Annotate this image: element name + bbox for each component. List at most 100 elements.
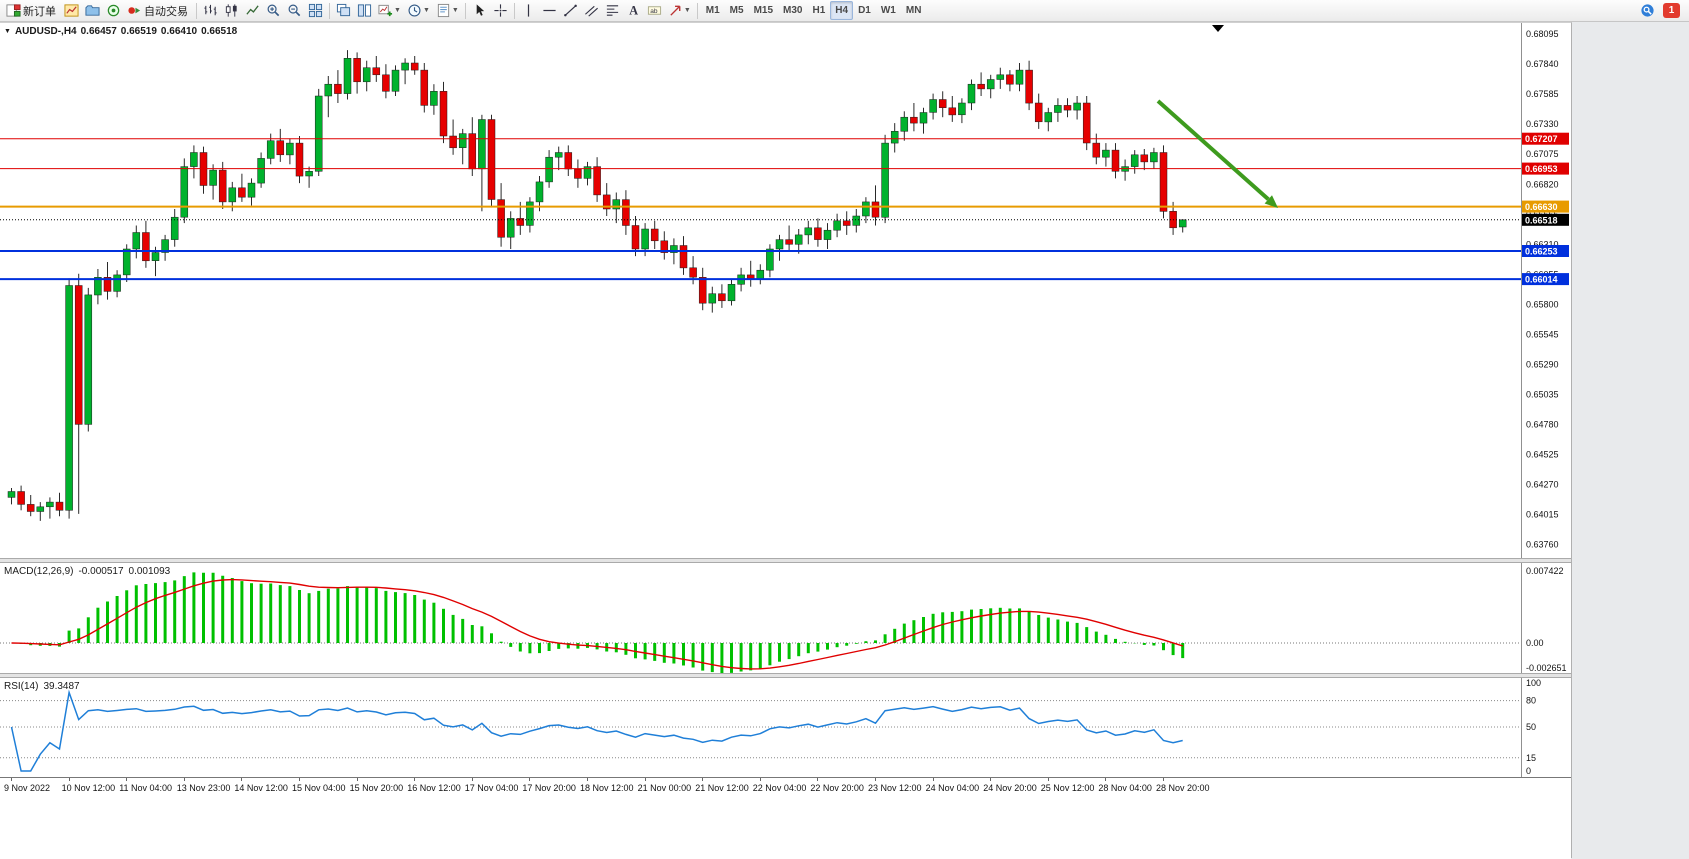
- current-price-tag: 0.66518: [1522, 214, 1569, 226]
- timeframe-m30-button[interactable]: M30: [778, 1, 807, 20]
- timeframe-m15-button[interactable]: M15: [749, 1, 778, 20]
- price-axis-label: 0.65800: [1526, 299, 1559, 309]
- bar-chart-button[interactable]: [200, 1, 221, 20]
- tile-windows-button[interactable]: [305, 1, 326, 20]
- macd-signal-line: [12, 580, 1183, 669]
- line-chart-button[interactable]: [242, 1, 263, 20]
- timeframe-h1-button-label: H1: [812, 5, 825, 16]
- fibonacci-button[interactable]: [602, 1, 623, 20]
- templates-button[interactable]: ▼: [433, 1, 462, 20]
- chart-shift-marker[interactable]: [1212, 25, 1224, 32]
- indicators-button[interactable]: ▼: [375, 1, 404, 20]
- time-axis-label: 16 Nov 12:00: [407, 783, 461, 793]
- horizontal-line-button[interactable]: [539, 1, 560, 20]
- timeframe-w1-button-label: W1: [881, 5, 896, 16]
- time-tick: [184, 778, 185, 781]
- arrange-windows-button[interactable]: [354, 1, 375, 20]
- chart-symbol-period: AUDUSD-,H4: [15, 26, 77, 37]
- timeframe-h1-button[interactable]: H1: [807, 1, 830, 20]
- text-label-button[interactable]: ab: [644, 1, 665, 20]
- arrows-button[interactable]: ▼: [665, 1, 694, 20]
- timeframe-d1-button-label: D1: [858, 5, 871, 16]
- macd-axis-label: 0.007422: [1526, 566, 1564, 576]
- time-axis-label: 10 Nov 12:00: [62, 783, 116, 793]
- new-order-button[interactable]: 新订单: [3, 1, 61, 20]
- price-axis-label: 0.64525: [1526, 449, 1559, 459]
- data-window-icon: [106, 3, 121, 18]
- line-chart-icon: [245, 3, 260, 18]
- timeframe-m5-button[interactable]: M5: [725, 1, 749, 20]
- svg-text:0.66953: 0.66953: [1525, 164, 1558, 174]
- candlestick-icon: [224, 3, 239, 18]
- timeframe-w1-button[interactable]: W1: [876, 1, 901, 20]
- autotrading-icon: [127, 3, 142, 18]
- profiles-button[interactable]: [82, 1, 103, 20]
- rsi-axis-label: 80: [1526, 696, 1536, 706]
- data-window-button[interactable]: [103, 1, 124, 20]
- price-axis-label: 0.67840: [1526, 59, 1559, 69]
- arrange-windows-icon: [357, 3, 372, 18]
- time-axis-label: 24 Nov 20:00: [983, 783, 1037, 793]
- arrow-object-icon: [668, 3, 683, 18]
- toolbar-separator: [697, 3, 698, 19]
- community-search-button[interactable]: [1637, 1, 1658, 20]
- time-tick: [241, 778, 242, 781]
- periods-button[interactable]: ▼: [404, 1, 433, 20]
- toolbar-separator: [329, 3, 330, 19]
- timeframe-m1-button-label: M1: [706, 5, 720, 16]
- time-axis-label: 28 Nov 04:00: [1098, 783, 1152, 793]
- rsi-axis-label: 100: [1526, 678, 1541, 688]
- macd-name: MACD(12,26,9): [4, 566, 73, 577]
- vertical-line-button[interactable]: [518, 1, 539, 20]
- time-axis-label: 17 Nov 04:00: [465, 783, 519, 793]
- time-tick: [11, 778, 12, 781]
- timeframe-h4-button[interactable]: H4: [830, 1, 853, 20]
- time-axis-label: 15 Nov 20:00: [350, 783, 404, 793]
- crosshair-button[interactable]: [490, 1, 511, 20]
- time-axis-label: 22 Nov 20:00: [810, 783, 864, 793]
- crosshair-icon: [493, 3, 508, 18]
- candlestick-chart-button[interactable]: [221, 1, 242, 20]
- price-axis-label: 0.65290: [1526, 359, 1559, 369]
- timeframe-m5-button-label: M5: [730, 5, 744, 16]
- trendline-button[interactable]: [560, 1, 581, 20]
- resistance-line-1-price-tag: 0.67207: [1522, 133, 1569, 145]
- time-axis-label: 28 Nov 20:00: [1156, 783, 1210, 793]
- price-axis-label: 0.64015: [1526, 509, 1559, 519]
- zoom-in-button[interactable]: [263, 1, 284, 20]
- time-axis-label: 17 Nov 20:00: [522, 783, 576, 793]
- price-axis-label: 0.68095: [1526, 29, 1559, 39]
- cursor-button[interactable]: [469, 1, 490, 20]
- autotrading-button-label: 自动交易: [144, 3, 188, 19]
- time-axis-label: 25 Nov 12:00: [1041, 783, 1095, 793]
- zoom-out-button[interactable]: [284, 1, 305, 20]
- timeframe-mn-button[interactable]: MN: [901, 1, 927, 20]
- toolbar-right: 1: [1637, 1, 1686, 20]
- chart-menu-icon[interactable]: ▼: [4, 28, 11, 35]
- time-tick: [1048, 778, 1049, 781]
- time-tick: [587, 778, 588, 781]
- timeframe-d1-button[interactable]: D1: [853, 1, 876, 20]
- notifications-badge[interactable]: 1: [1663, 3, 1680, 18]
- cascade-windows-button[interactable]: [333, 1, 354, 20]
- new-chart-button[interactable]: [61, 1, 82, 20]
- text-button[interactable]: A: [623, 1, 644, 20]
- price-axis-label: 0.65545: [1526, 329, 1559, 339]
- time-axis-label: 9 Nov 2022: [4, 783, 50, 793]
- zoom-out-icon: [287, 3, 302, 18]
- price-chart-canvas[interactable]: 0.680950.678400.675850.673300.670750.668…: [0, 23, 1571, 558]
- timeframe-m1-button[interactable]: M1: [701, 1, 725, 20]
- equidistant-channel-button[interactable]: [581, 1, 602, 20]
- autotrading-button[interactable]: 自动交易: [124, 1, 193, 20]
- time-tick: [299, 778, 300, 781]
- trend-arrow-annotation[interactable]: [1158, 101, 1278, 208]
